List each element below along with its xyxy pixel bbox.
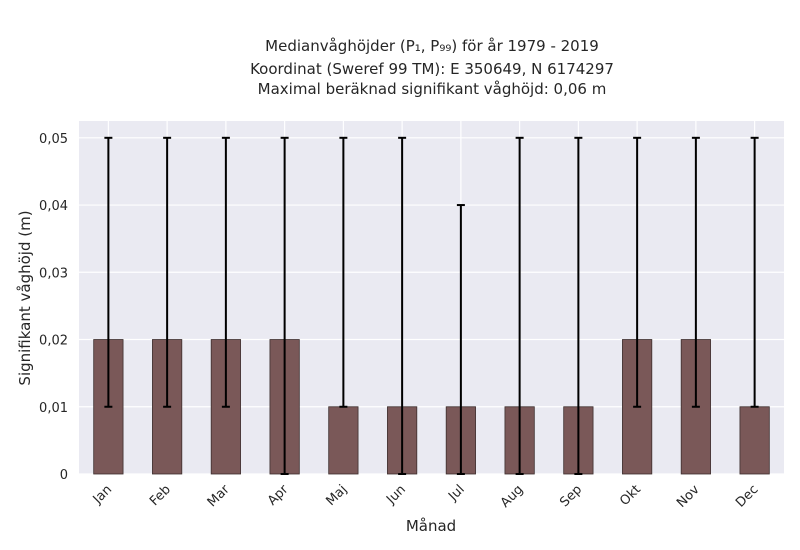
- y-axis-label: Signifikant våghöjd (m): [16, 210, 34, 385]
- y-tick-label: 0,04: [39, 199, 68, 214]
- bar: [739, 406, 770, 475]
- y-tick-label: 0: [60, 468, 68, 483]
- x-axis-ticks: Jan Feb Mar Apr Maj Jun Jul Aug Sep Okt Nov Dec: [90, 482, 762, 511]
- x-tick-label: Sep: [557, 482, 585, 510]
- x-tick-label: Okt: [617, 482, 644, 509]
- title-line-2: Koordinat (Sweref 99 TM): E 350649, N 61…: [250, 60, 614, 78]
- title-line-3: Maximal beräknad signifikant våghöjd: 0,…: [258, 80, 607, 98]
- x-tick-label: Jun: [383, 482, 409, 508]
- y-tick-label: 0,02: [39, 334, 68, 349]
- y-axis-ticks: 0 0,01 0,02 0,03 0,04 0,05: [39, 132, 68, 483]
- x-axis-label: Månad: [406, 517, 456, 535]
- x-tick-label: Jan: [90, 482, 115, 507]
- x-tick-label: Apr: [265, 482, 292, 509]
- x-tick-label: Maj: [323, 482, 350, 509]
- y-tick-label: 0,01: [39, 401, 68, 416]
- bar: [328, 406, 359, 475]
- x-tick-label: Jul: [445, 482, 467, 504]
- y-tick-label: 0,05: [39, 132, 68, 147]
- x-tick-label: Nov: [674, 482, 703, 511]
- x-tick-label: Aug: [498, 482, 527, 511]
- x-tick-label: Dec: [733, 482, 761, 510]
- y-tick-label: 0,03: [39, 266, 68, 281]
- x-tick-label: Mar: [205, 482, 233, 510]
- title-line-1: Medianvåghöjder (P₁, P₉₉) för år 1979 - …: [265, 37, 599, 55]
- x-tick-label: Feb: [147, 482, 174, 509]
- error-bars: [104, 136, 759, 475]
- chart-title: Medianvåghöjder (P₁, P₉₉) för år 1979 - …: [250, 37, 614, 98]
- plot-area: [79, 121, 784, 474]
